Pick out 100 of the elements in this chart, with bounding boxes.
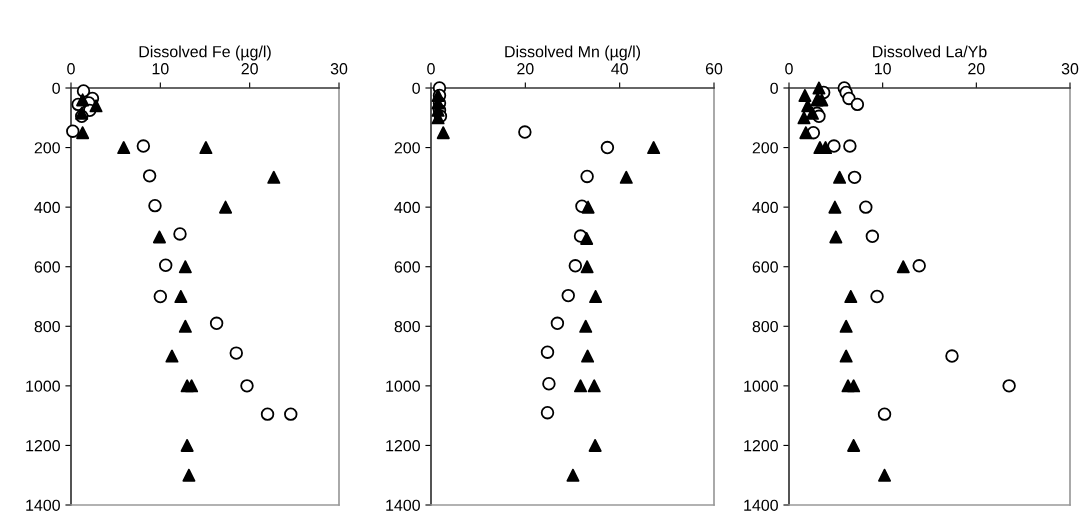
point [148,198,162,213]
x-tick-label: 0 [785,63,793,75]
point [828,200,842,214]
point [587,379,601,393]
y-tick-label: 400 [34,201,60,214]
x-tick-label: 20 [517,63,534,75]
point [229,346,243,360]
point [540,345,555,359]
point [199,141,213,155]
point [284,407,298,421]
point [1002,379,1016,393]
point [833,170,847,184]
point [798,88,812,102]
x-tick-label: 30 [330,63,348,75]
y-tick-label: 0 [52,82,60,94]
y-tick-label: 400 [394,201,420,214]
point [581,200,595,214]
y-tick-label: 1400 [386,499,420,511]
y-tick-label: 1000 [386,380,420,392]
y-tick-label: 200 [34,142,60,154]
point [799,126,813,140]
x-axis-title: Dissolved Fe (µg/l) [139,45,271,61]
point [66,124,80,138]
x-tick-label: 20 [968,63,985,75]
point [847,379,861,393]
point [581,349,595,363]
point [812,81,826,95]
y-tick-label: 1000 [26,380,60,392]
y-tick-label: 200 [752,142,778,154]
x-tick-label: 10 [152,63,169,75]
point [912,259,926,273]
point [173,227,187,241]
point [580,260,594,274]
point [843,139,857,153]
point [580,169,594,184]
x-axis-title: Dissolved La/Yb [873,45,987,58]
y-tick-label: 1200 [26,440,60,452]
point [588,438,602,452]
point [847,438,861,452]
point [859,200,873,214]
point [180,438,194,452]
point [870,289,884,304]
point [219,200,233,214]
point [847,170,862,185]
point [829,230,843,244]
point [267,170,281,184]
point [174,289,188,304]
y-tick-label: 600 [394,261,420,273]
x-axis-title: Dissolved Mn (µg/l) [505,45,641,61]
x-tick-label: 40 [611,63,628,75]
point [260,407,275,421]
point [589,289,603,304]
point [574,379,588,393]
point [240,379,254,393]
point [117,141,131,155]
point [877,407,892,421]
y-tick-label: 1200 [386,440,420,452]
point [542,377,556,391]
point [158,258,173,272]
point [797,111,811,125]
x-tick-label: 0 [427,63,435,75]
point [805,106,819,120]
point [568,259,583,273]
point [839,319,853,333]
y-tick-label: 600 [34,261,60,273]
y-tick-label: 1400 [26,499,60,511]
point [178,260,192,274]
y-tick-label: 800 [752,320,778,333]
y-tick-label: 0 [412,82,420,94]
point [540,405,555,420]
y-tick-label: 400 [752,201,778,214]
point [896,260,910,274]
point [815,93,829,107]
point [89,99,103,113]
point [142,169,157,183]
point [550,316,565,331]
point [827,139,841,153]
point [76,93,90,107]
y-tick-label: 600 [752,261,778,273]
point [878,468,892,482]
y-tick-label: 800 [394,320,420,333]
point [647,141,661,155]
x-tick-label: 30 [1061,63,1079,75]
point [178,319,192,333]
x-tick-label: 20 [241,63,258,75]
point [945,349,959,363]
point [844,289,858,304]
point [165,349,179,363]
point [76,126,90,140]
point [619,170,633,184]
point [580,231,594,245]
point [518,125,532,139]
y-tick-label: 200 [394,142,420,154]
x-tick-label: 60 [705,63,723,75]
point [153,289,168,304]
point [436,126,450,140]
y-tick-label: 1000 [744,380,778,392]
point [182,468,196,482]
point [600,140,615,155]
point [839,349,853,363]
